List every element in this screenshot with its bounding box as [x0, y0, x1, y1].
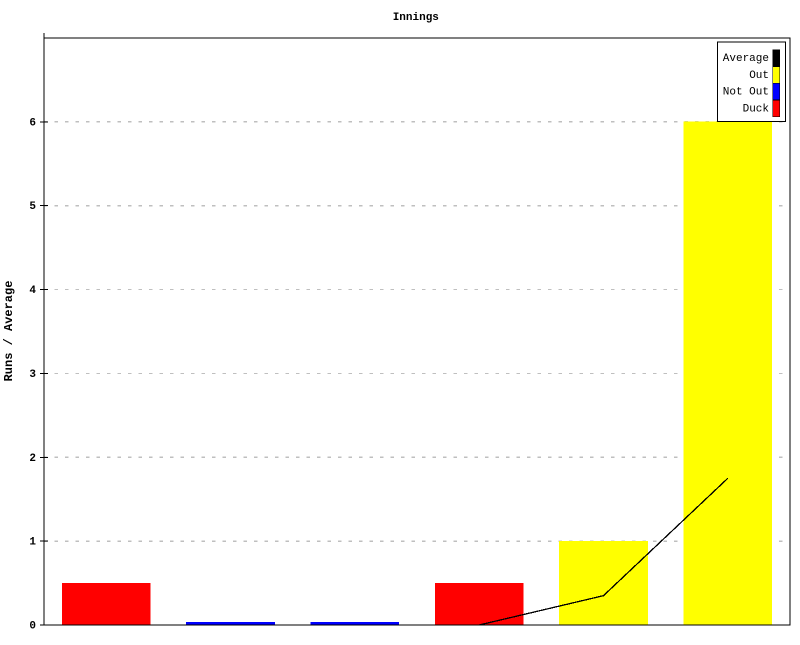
- svg-text:4: 4: [29, 285, 36, 297]
- svg-text:0: 0: [29, 621, 36, 633]
- svg-text:Not Out: Not Out: [723, 87, 769, 99]
- svg-text:3: 3: [29, 369, 36, 381]
- svg-text:Runs / Average: Runs / Average: [2, 281, 16, 382]
- svg-text:Innings: Innings: [393, 12, 439, 24]
- svg-text:1: 1: [29, 537, 36, 549]
- svg-text:2: 2: [29, 453, 36, 465]
- svg-text:6: 6: [29, 117, 36, 129]
- svg-text:Out: Out: [749, 70, 769, 82]
- svg-text:Duck: Duck: [743, 104, 770, 116]
- svg-text:Average: Average: [723, 53, 769, 65]
- svg-text:5: 5: [29, 201, 36, 213]
